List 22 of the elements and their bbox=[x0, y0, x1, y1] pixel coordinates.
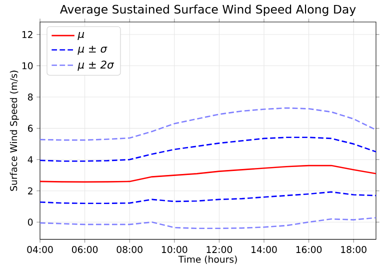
x-tick-label: 16:00 bbox=[296, 246, 322, 254]
y-tick-label: 8 bbox=[28, 94, 33, 101]
y-tick-label: 2 bbox=[28, 187, 32, 194]
y-tick-label: 0 bbox=[28, 218, 33, 226]
x-tick-label: 14:00 bbox=[252, 246, 277, 254]
x-axis-title: Time (hours) bbox=[178, 256, 237, 264]
y-tick-label: 12 bbox=[22, 31, 32, 38]
legend-label: μ bbox=[78, 32, 84, 40]
y-axis-title: Surface Wind Speed (m/s) bbox=[10, 70, 19, 191]
y-tick-label: 10 bbox=[22, 62, 33, 70]
x-tick-label: 12:00 bbox=[206, 246, 232, 254]
legend-label: μ ± σ bbox=[78, 46, 108, 55]
x-tick-label: 18:00 bbox=[341, 246, 366, 254]
chart-title: Average Sustained Surface Wind Speed Along Day bbox=[60, 4, 356, 16]
y-tick-label: 6 bbox=[28, 124, 33, 132]
x-tick-label: 04:00 bbox=[27, 246, 53, 254]
x-tick-label: 06:00 bbox=[72, 246, 98, 254]
y-tick-label: 4 bbox=[28, 156, 33, 163]
line-series bbox=[40, 107, 376, 141]
x-tick-label: 08:00 bbox=[116, 246, 142, 254]
legend-label: μ ± 2σ bbox=[78, 60, 114, 71]
x-tick-label: 10:00 bbox=[162, 246, 188, 254]
